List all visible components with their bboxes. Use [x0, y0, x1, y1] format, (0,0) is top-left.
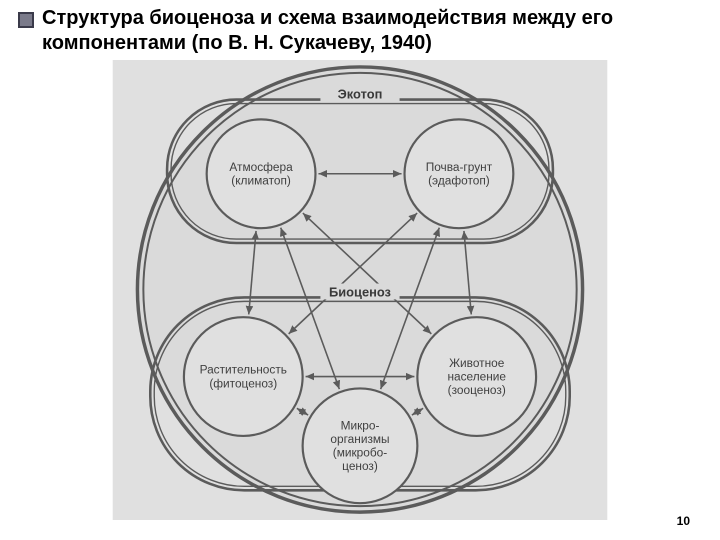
biocenosis-diagram: Экотоп Биоценоз Атмосфера(климатоп) Почва-г…: [110, 60, 610, 520]
svg-text:(микробо-: (микробо-: [333, 446, 387, 460]
svg-text:население: население: [447, 370, 506, 384]
page-number: 10: [677, 514, 690, 528]
svg-text:(эдафотоп): (эдафотоп): [428, 174, 490, 188]
title-bullet: [18, 12, 34, 28]
svg-text:(климатоп): (климатоп): [231, 174, 291, 188]
svg-text:ценоз): ценоз): [342, 459, 378, 473]
svg-text:Животное: Животное: [449, 356, 505, 370]
svg-text:Биоценоз: Биоценоз: [329, 284, 391, 299]
svg-text:Микро-: Микро-: [341, 418, 380, 432]
page-title: Структура биоценоза и схема взаимодейств…: [42, 6, 682, 56]
svg-text:Атмосфера: Атмосфера: [229, 160, 293, 174]
svg-text:Растительность: Растительность: [200, 363, 287, 377]
svg-text:организмы: организмы: [330, 432, 389, 446]
svg-text:(зооценоз): (зооценоз): [448, 383, 506, 397]
svg-text:Экотоп: Экотоп: [338, 87, 383, 102]
svg-text:(фитоценоз): (фитоценоз): [209, 376, 277, 390]
svg-text:Почва-грунт: Почва-грунт: [426, 160, 493, 174]
